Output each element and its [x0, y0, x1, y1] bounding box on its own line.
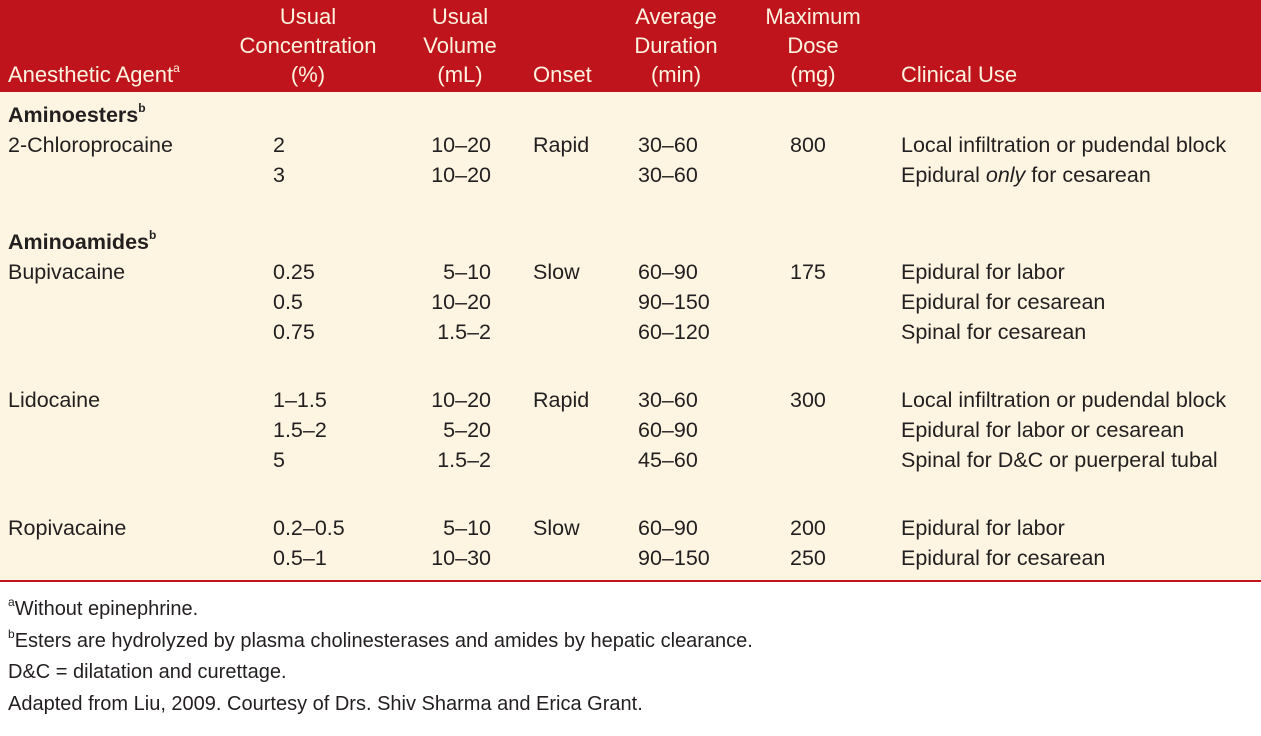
group-title: Aminoestersb	[8, 100, 146, 130]
concentration: 2	[273, 133, 285, 157]
volume: 10–30	[431, 546, 491, 570]
volume: 5–10	[443, 516, 491, 540]
onset: Slow	[533, 516, 580, 540]
footnote-ref: a	[173, 61, 180, 75]
agent-name: Bupivacaine	[8, 260, 126, 284]
volume: 5–10	[443, 260, 491, 284]
duration: 90–150	[638, 546, 710, 570]
duration: 60–90	[638, 418, 698, 442]
footnote-ref: b	[138, 101, 146, 115]
agent-name: Lidocaine	[8, 388, 101, 412]
volume: 10–20	[431, 163, 491, 187]
max-dose: 250	[790, 546, 826, 570]
group-title-text: Aminoesters	[8, 103, 139, 127]
clinical-use: Epidural for cesarean	[901, 546, 1106, 570]
concentration: 0.5–1	[273, 546, 327, 570]
clinical-use: Local infiltration or pudendal block	[901, 133, 1227, 157]
max-dose: 200	[790, 516, 826, 540]
footnote: bEsters are hydrolyzed by plasma choline…	[8, 626, 753, 657]
table-body: Aminoestersb 2-Chloroprocaine Rapid 2 10–20 3…	[0, 92, 1261, 580]
footnote: aWithout epinephrine.	[8, 594, 198, 625]
volume: 1.5–2	[437, 320, 491, 344]
concentration: 0.2–0.5	[273, 516, 345, 540]
volume: 5–20	[443, 418, 491, 442]
header-concentration: Usual Concentration (%)	[228, 2, 388, 89]
duration: 60–120	[638, 320, 710, 344]
onset: Slow	[533, 260, 580, 284]
duration: 30–60	[638, 388, 698, 412]
volume: 1.5–2	[437, 448, 491, 472]
header-agent: Anesthetic Agenta	[8, 60, 180, 89]
h-line: Usual	[279, 4, 337, 29]
group-title-text: Aminoamides	[8, 230, 149, 254]
footnote-text: D&C = dilatation and curettage.	[8, 661, 287, 683]
clinical-use: Local infiltration or pudendal block	[901, 388, 1227, 412]
header-max-dose: Maximum Dose (mg)	[752, 2, 874, 89]
table-bottom-rule	[0, 580, 1261, 582]
clinical-use: Epidural for cesarean	[901, 290, 1106, 314]
h-line: Maximum	[765, 4, 861, 29]
h-line: (mL)	[437, 62, 483, 87]
clinical-use: Spinal for cesarean	[901, 320, 1087, 344]
concentration: 0.25	[273, 260, 315, 284]
duration: 30–60	[638, 133, 698, 157]
footnote-text: Without epinephrine.	[14, 598, 199, 620]
header-clinical-use: Clinical Use	[901, 62, 1018, 87]
clinical-use: Spinal for D&C or puerperal tubal	[901, 448, 1218, 472]
duration: 45–60	[638, 448, 698, 472]
clinical-use-part: for cesarean	[1025, 163, 1151, 187]
volume: 10–20	[431, 388, 491, 412]
max-dose: 300	[790, 388, 826, 412]
duration: 90–150	[638, 290, 710, 314]
concentration: 1.5–2	[273, 418, 327, 442]
footnote-mark: b	[8, 626, 15, 641]
footnote-mark: a	[8, 595, 15, 609]
clinical-use-part: only	[985, 163, 1026, 187]
h-line: Dose	[787, 33, 839, 58]
header-agent-label: Anesthetic Agent	[8, 62, 174, 87]
concentration: 3	[273, 163, 285, 187]
h-line: Usual	[431, 4, 489, 29]
h-line: (mg)	[790, 62, 836, 87]
volume: 10–20	[431, 133, 491, 157]
agent-name: 2-Chloroprocaine	[8, 133, 173, 157]
concentration: 0.75	[273, 320, 315, 344]
duration: 60–90	[638, 260, 698, 284]
footnote-ref: b	[148, 228, 157, 242]
header-onset: Onset	[533, 62, 592, 87]
h-line: Volume	[423, 33, 497, 58]
concentration: 1–1.5	[273, 388, 327, 412]
h-line: Average	[635, 4, 717, 29]
h-line: (%)	[290, 62, 326, 87]
group-title: Aminoamidesb	[8, 227, 156, 257]
concentration: 0.5	[273, 290, 303, 314]
onset: Rapid	[533, 388, 590, 412]
agent-name: Ropivacaine	[8, 516, 127, 540]
h-line: (min)	[650, 62, 702, 87]
max-dose: 175	[790, 260, 826, 284]
max-dose: 800	[790, 133, 826, 157]
footnote-text: Esters are hydrolyzed by plasma cholines…	[14, 629, 753, 652]
clinical-use: Epidural only for cesarean	[901, 160, 1151, 190]
clinical-use: Epidural for labor	[901, 516, 1065, 540]
duration: 60–90	[638, 516, 698, 540]
table-header: Anesthetic Agenta Usual Concentration (%) …	[0, 0, 1261, 92]
clinical-use-part: Epidural	[901, 163, 986, 187]
concentration: 5	[273, 448, 285, 472]
header-duration: Average Duration (min)	[616, 2, 736, 89]
footnote: Adapted from Liu, 2009. Courtesy of Drs.…	[8, 689, 643, 720]
h-line: Duration	[634, 33, 718, 58]
duration: 30–60	[638, 163, 698, 187]
footnote: D&C = dilatation and curettage.	[8, 657, 287, 688]
footnote-text: Adapted from Liu, 2009. Courtesy of Drs.…	[8, 692, 643, 715]
volume: 10–20	[431, 290, 491, 314]
clinical-use: Epidural for labor or cesarean	[901, 418, 1185, 442]
onset: Rapid	[533, 133, 590, 157]
h-line: Concentration	[239, 33, 377, 58]
header-volume: Usual Volume (mL)	[400, 2, 520, 89]
clinical-use: Epidural for labor	[901, 260, 1065, 284]
